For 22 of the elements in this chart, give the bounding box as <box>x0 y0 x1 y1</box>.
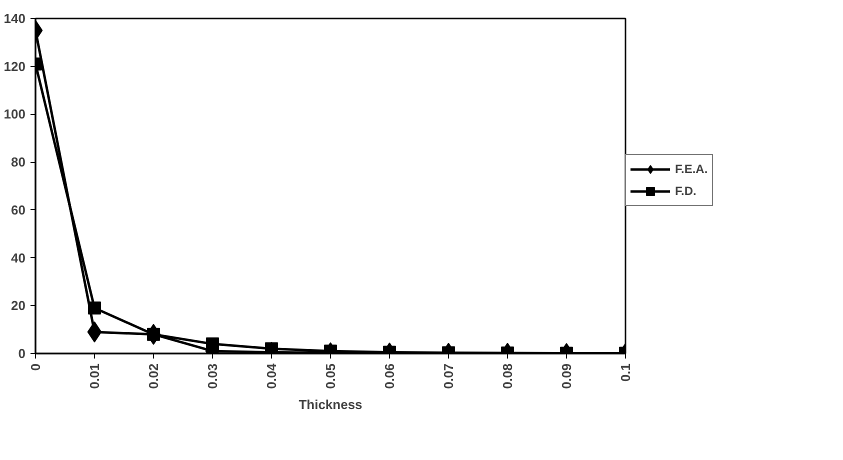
y-tick-label: 60 <box>11 202 26 218</box>
y-tick-label: 100 <box>4 106 26 122</box>
y-tick-label: 40 <box>11 250 26 266</box>
y-tick-label: 120 <box>4 58 26 74</box>
y-tick-label: 0 <box>18 346 26 361</box>
y-tick-label: 140 <box>4 11 26 26</box>
legend-label: F.E.A. <box>675 162 708 176</box>
legend-label: F.D. <box>675 184 696 198</box>
x-tick-label: 0 <box>28 363 43 371</box>
x-tick-label: 0.08 <box>500 363 515 389</box>
x-axis-title: Thickness <box>298 396 362 412</box>
x-tick-label: 0.01 <box>87 363 102 389</box>
x-tick-label: 0.04 <box>264 362 279 389</box>
x-tick-label: 0.09 <box>559 363 574 389</box>
y-tick-label: 80 <box>11 154 26 170</box>
x-tick-label: 0.07 <box>441 363 456 389</box>
x-tick-label: 0.1 <box>618 363 633 382</box>
y-tick-label: 20 <box>11 298 26 314</box>
x-tick-label: 0.02 <box>146 363 161 389</box>
x-tick-label: 0.06 <box>382 363 397 389</box>
x-tick-label: 0.03 <box>205 363 220 389</box>
x-tick-label: 0.05 <box>323 363 338 389</box>
